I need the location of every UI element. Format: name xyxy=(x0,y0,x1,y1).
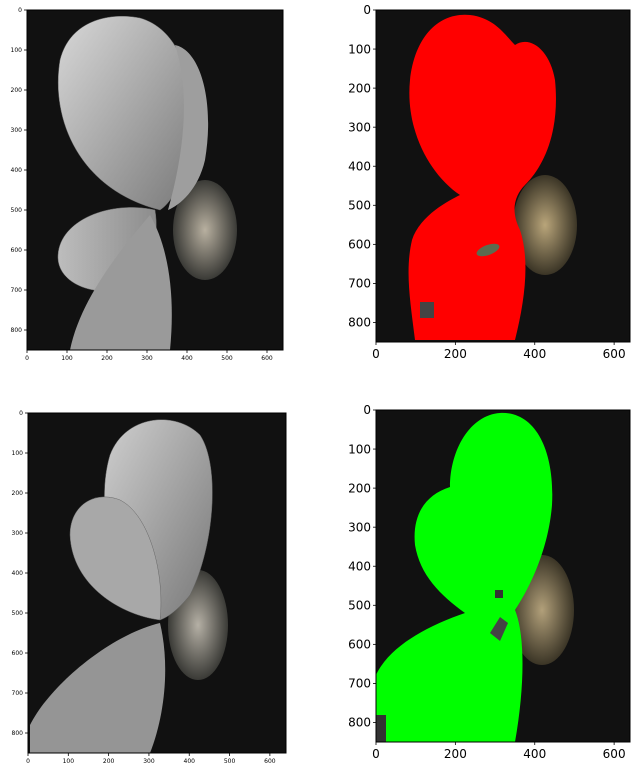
panel-top-left: 0 100 200 300 400 500 600 0 100 200 300 400 500 600 7… xyxy=(0,0,300,380)
x-tick-label: 600 xyxy=(261,355,273,362)
y-tick-label: 400 xyxy=(12,570,24,577)
y-tick-label: 500 xyxy=(12,610,24,617)
mask-gap xyxy=(490,617,508,641)
green-segmentation-mask xyxy=(376,412,553,742)
x-tick-label: 0 xyxy=(25,355,29,362)
y-tick-label: 700 xyxy=(348,277,371,291)
top-right-overlay: 0 200 400 600 0 100 200 300 400 500 600 700 800 xyxy=(348,3,631,361)
axes-frame xyxy=(26,9,284,351)
x-tick-label: 400 xyxy=(181,355,193,362)
x-tick-label: 400 xyxy=(523,347,546,361)
roots-mass xyxy=(173,180,237,280)
x-tick-label: 600 xyxy=(603,347,626,361)
upper-petal-side xyxy=(168,45,209,210)
panel-bottom-left: 0 100 200 300 400 500 600 0 100 200 300 400 500 600 7… xyxy=(0,395,300,767)
x-tick-labels: 0 100 200 300 400 500 600 xyxy=(26,753,276,765)
x-tick-label: 400 xyxy=(184,758,196,765)
y-tick-label: 500 xyxy=(348,598,371,612)
y-tick-label: 0 xyxy=(19,410,23,417)
red-segmentation-mask xyxy=(408,14,556,340)
y-tick-labels: 0 100 200 300 400 500 600 700 800 xyxy=(348,403,376,730)
mask-gap xyxy=(376,715,386,742)
bottom-right-overlay: 0 200 400 600 0 100 200 300 400 500 600 700 800 xyxy=(348,403,631,761)
mask-gap xyxy=(420,302,434,318)
y-tick-labels: 0 100 200 300 400 500 600 700 800 xyxy=(11,7,27,334)
y-tick-label: 0 xyxy=(18,7,22,14)
y-tick-label: 0 xyxy=(363,3,371,17)
x-tick-labels: 0 200 400 600 xyxy=(372,342,626,361)
y-tick-label: 700 xyxy=(11,287,23,294)
x-tick-label: 0 xyxy=(26,758,30,765)
y-tick-label: 500 xyxy=(348,198,371,212)
x-tick-label: 200 xyxy=(444,747,467,761)
y-tick-label: 500 xyxy=(11,207,23,214)
x-tick-label: 300 xyxy=(143,758,155,765)
y-tick-label: 400 xyxy=(348,559,371,573)
x-tick-label: 100 xyxy=(61,355,73,362)
bottom-petal xyxy=(30,623,166,753)
y-tick-label: 600 xyxy=(12,650,24,657)
y-tick-labels: 0 100 200 300 400 500 600 700 800 xyxy=(12,410,28,737)
x-tick-label: 400 xyxy=(523,747,546,761)
bottom-left-photo: 0 100 200 300 400 500 600 0 100 200 300 400 500 600 7… xyxy=(12,410,287,765)
x-tick-label: 0 xyxy=(372,747,380,761)
middle-petal xyxy=(69,496,162,621)
x-tick-label: 300 xyxy=(141,355,153,362)
axes-frame xyxy=(375,9,631,343)
y-tick-label: 300 xyxy=(348,520,371,534)
mask-hole xyxy=(476,243,500,257)
x-tick-labels: 0 200 400 600 xyxy=(372,742,626,761)
y-tick-label: 200 xyxy=(348,81,371,95)
y-tick-label: 700 xyxy=(348,677,371,691)
x-tick-labels: 0 100 200 300 400 500 600 xyxy=(25,350,273,362)
y-tick-label: 300 xyxy=(348,120,371,134)
x-tick-label: 200 xyxy=(101,355,113,362)
y-tick-label: 300 xyxy=(11,127,23,134)
panel-top-right: 0 200 400 600 0 100 200 300 400 500 600 700 800 xyxy=(320,0,642,380)
x-tick-label: 200 xyxy=(444,347,467,361)
y-tick-label: 400 xyxy=(11,167,23,174)
roots-mass xyxy=(513,175,577,275)
y-tick-label: 800 xyxy=(348,316,371,330)
panel-bottom-right: 0 200 400 600 0 100 200 300 400 500 600 700 800 xyxy=(320,395,642,767)
y-tick-labels: 0 100 200 300 400 500 600 700 800 xyxy=(348,3,376,330)
x-tick-label: 200 xyxy=(103,758,115,765)
y-tick-label: 800 xyxy=(348,716,371,730)
y-tick-label: 100 xyxy=(12,450,24,457)
y-tick-label: 200 xyxy=(348,481,371,495)
x-tick-label: 600 xyxy=(603,747,626,761)
x-tick-label: 500 xyxy=(221,355,233,362)
y-tick-label: 0 xyxy=(363,403,371,417)
axes-frame xyxy=(375,409,631,743)
y-tick-label: 600 xyxy=(11,247,23,254)
y-tick-label: 700 xyxy=(12,690,24,697)
mask-gap xyxy=(495,590,503,598)
y-tick-label: 600 xyxy=(348,638,371,652)
x-tick-label: 500 xyxy=(224,758,236,765)
y-tick-label: 300 xyxy=(12,530,24,537)
y-tick-label: 100 xyxy=(348,42,371,56)
bottom-petal xyxy=(70,215,172,350)
y-tick-label: 100 xyxy=(11,47,23,54)
x-tick-label: 600 xyxy=(264,758,276,765)
y-tick-label: 200 xyxy=(11,87,23,94)
y-tick-label: 400 xyxy=(348,159,371,173)
axes-frame xyxy=(27,412,287,754)
y-tick-label: 800 xyxy=(12,730,24,737)
y-tick-label: 800 xyxy=(11,327,23,334)
x-tick-label: 100 xyxy=(63,758,75,765)
y-tick-label: 200 xyxy=(12,490,24,497)
top-left-photo: 0 100 200 300 400 500 600 0 100 200 300 400 500 600 7… xyxy=(11,7,284,362)
x-tick-label: 0 xyxy=(372,347,380,361)
y-tick-label: 100 xyxy=(348,442,371,456)
y-tick-label: 600 xyxy=(348,238,371,252)
